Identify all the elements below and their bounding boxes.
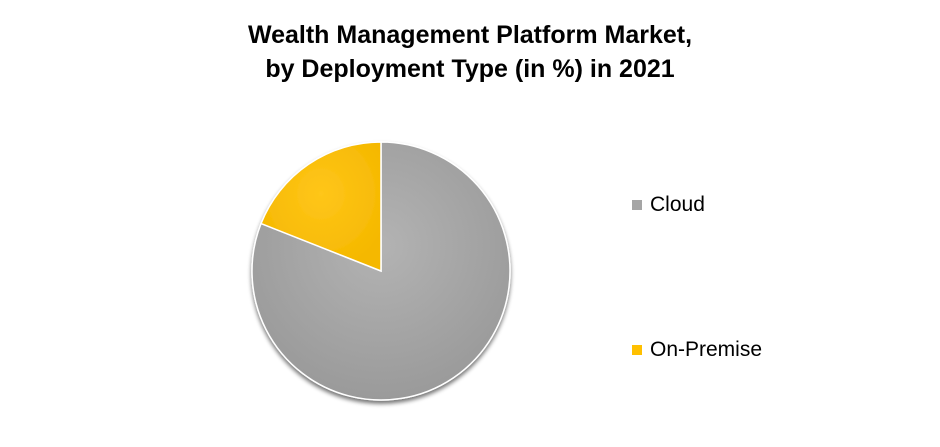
chart-title: Wealth Management Platform Market, by De… xyxy=(0,18,940,86)
legend-item-cloud: Cloud xyxy=(632,193,705,217)
legend-label-cloud: Cloud xyxy=(650,193,705,216)
chart-title-line-1: Wealth Management Platform Market, xyxy=(247,21,693,49)
legend-swatch-on-premise xyxy=(632,345,642,355)
chart-title-line-2: by Deployment Type (in %) in 2021 xyxy=(265,55,675,83)
legend-label-on-premise: On-Premise xyxy=(650,338,763,361)
pie-slice-on-premise xyxy=(260,141,382,273)
legend-swatch-cloud xyxy=(632,200,642,210)
legend-item-on-premise: On-Premise xyxy=(632,338,762,362)
